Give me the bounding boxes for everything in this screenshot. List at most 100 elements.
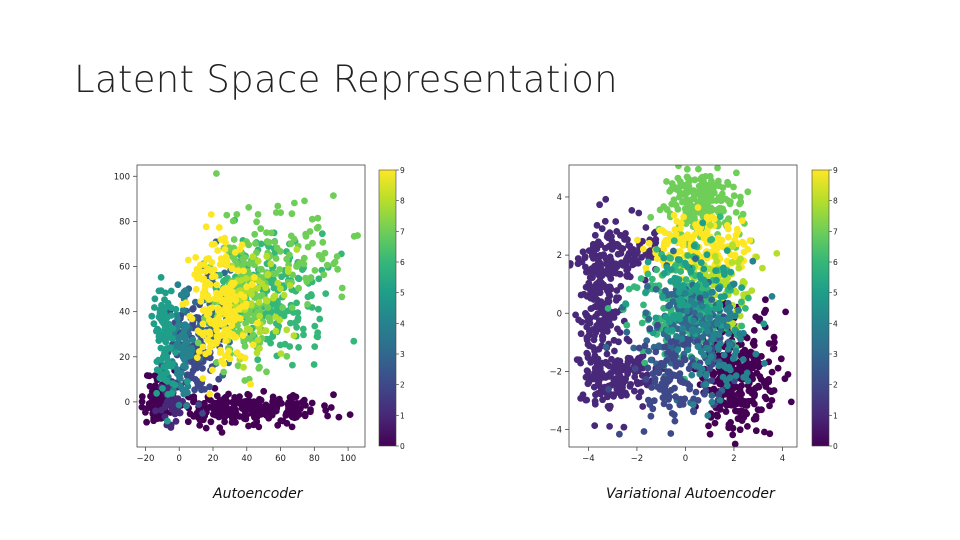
vae-chart: −4 −2 0 2 4 −4 −2 0 2 4 0 1 2 3 4 5 6 7 8 9: [549, 155, 838, 464]
scatter-point: [619, 384, 626, 391]
scatter-point: [622, 300, 629, 308]
scatter-point: [683, 308, 691, 315]
scatter-point: [766, 402, 773, 410]
scatter-point: [768, 293, 776, 300]
scatter-point: [743, 369, 751, 377]
x-tick-label: −2: [631, 454, 644, 464]
scatter-point: [605, 271, 613, 279]
scatter-point: [204, 292, 212, 299]
scatter-point: [234, 362, 242, 370]
colorbar-tick-label: 1: [400, 411, 405, 420]
scatter-point: [766, 430, 774, 438]
scatter-point: [254, 356, 262, 364]
scatter-point: [625, 337, 633, 345]
scatter-point: [760, 320, 768, 328]
scatter-point: [640, 428, 648, 435]
scatter-point: [307, 291, 315, 298]
scatter-point: [690, 395, 697, 403]
scatter-point: [714, 234, 722, 242]
scatter-point: [692, 155, 699, 162]
scatter-point: [335, 413, 343, 421]
scatter-point: [284, 268, 292, 275]
scatter-point: [702, 322, 710, 330]
x-tick-label: −20: [136, 454, 154, 464]
scatter-point: [245, 391, 253, 399]
scatter-point: [204, 336, 212, 344]
scatter-point: [698, 365, 706, 373]
scatter-point: [605, 291, 613, 298]
scatter-point: [722, 408, 730, 415]
scatter-point: [212, 405, 220, 413]
scatter-point: [714, 343, 722, 350]
scatter-point: [727, 198, 734, 206]
colorbar-tick-label: 5: [833, 289, 838, 298]
scatter-point: [630, 283, 638, 290]
scatter-point: [599, 333, 607, 341]
scatter-point: [670, 237, 678, 245]
scatter-point: [265, 238, 273, 246]
colorbar-tick-label: 9: [400, 166, 405, 175]
scatter-point: [710, 331, 718, 339]
scatter-point: [245, 422, 252, 430]
scatter-point: [604, 305, 612, 312]
scatter-point: [195, 362, 203, 370]
scatter-point: [715, 285, 723, 293]
scatter-point: [734, 228, 741, 236]
scatter-point: [770, 387, 778, 394]
scatter-point: [739, 356, 747, 363]
scatter-point: [648, 275, 656, 283]
scatter-point: [143, 372, 151, 379]
scatter-point: [719, 373, 727, 381]
scatter-point: [672, 372, 680, 380]
scatter-point: [592, 313, 599, 320]
scatter-point: [721, 277, 729, 285]
scatter-point: [738, 217, 746, 225]
scatter-point: [150, 414, 158, 422]
scatter-point: [710, 370, 718, 377]
scatter-point: [703, 344, 710, 352]
scatter-point: [290, 408, 298, 415]
scatter-point: [622, 375, 630, 382]
scatter-point: [706, 221, 714, 229]
scatter-point: [289, 361, 296, 369]
scatter-point: [623, 391, 630, 399]
scatter-point: [700, 265, 708, 273]
scatter-point: [283, 326, 291, 334]
scatter-point: [237, 291, 245, 299]
scatter-point: [263, 407, 270, 415]
scatter-point: [205, 310, 213, 317]
scatter-point: [161, 296, 168, 303]
scatter-point: [186, 312, 194, 320]
scatter-point: [249, 331, 257, 339]
colorbar-tick-label: 2: [833, 381, 838, 390]
scatter-point: [752, 313, 760, 321]
scatter-point: [234, 397, 241, 405]
scatter-point: [733, 169, 740, 177]
scatter-point: [604, 403, 612, 410]
scatter-point: [616, 329, 624, 336]
scatter-point: [711, 252, 719, 260]
scatter-point: [271, 292, 279, 300]
scatter-point: [252, 240, 259, 247]
scatter-point: [669, 298, 677, 305]
scatter-point: [588, 252, 596, 260]
scatter-point: [696, 187, 704, 194]
scatter-point: [771, 338, 778, 346]
scatter-point: [678, 335, 686, 343]
scatter-point: [242, 397, 250, 405]
scatter-point: [213, 332, 221, 340]
scatter-point: [660, 400, 668, 408]
colorbar-tick-label: 7: [833, 227, 838, 236]
scatter-point: [730, 183, 737, 191]
scatter-point: [615, 243, 623, 251]
scatter-point: [185, 345, 193, 353]
scatter-point: [667, 386, 675, 394]
scatter-point: [294, 309, 302, 317]
scatter-point: [283, 352, 291, 360]
colorbar: [811, 169, 830, 447]
scatter-point: [248, 317, 255, 324]
scatter-point: [648, 384, 656, 391]
scatter-point: [295, 344, 302, 351]
scatter-point: [715, 362, 723, 370]
scatter-point: [599, 359, 607, 367]
